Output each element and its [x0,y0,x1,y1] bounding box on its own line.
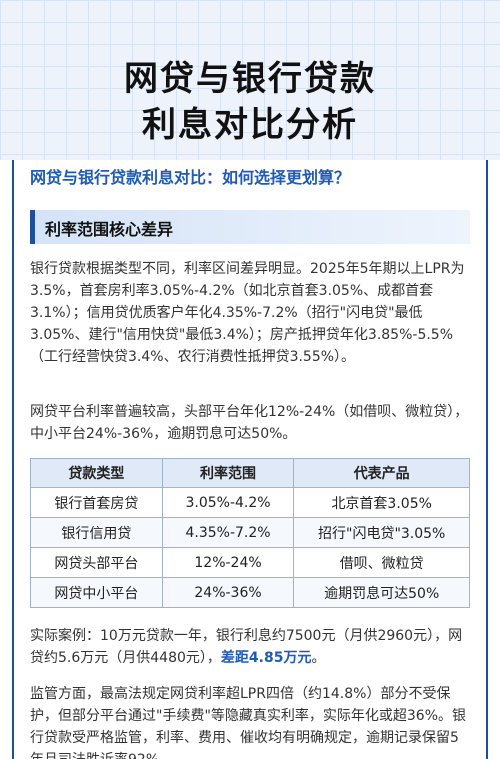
paragraph-online-rates: 网贷平台利率普遍较高，头部平台年化12%-24%（如借呗、微粒贷），中小平台24… [30,404,469,442]
page-title: 网贷与银行贷款 利息对比分析 [0,56,500,148]
table-cell: 借呗、微粒贷 [293,547,470,578]
table-cell: 银行首套房贷 [30,487,163,518]
paragraph-regulation: 监管方面，最高法规定网贷利率超LPR四倍（约14.8%）部分不受保护，但部分平台… [30,686,466,759]
table-cell: 北京首套3.05% [293,487,470,518]
title-line-1: 网贷与银行贷款 [124,59,376,99]
table-header-cell: 利率范围 [161,458,295,488]
table-cell: 24%-36% [161,577,295,608]
table-header-cell: 代表产品 [293,458,470,488]
case-study-end: 。 [311,650,326,666]
table-header-row: 贷款类型 利率范围 代表产品 [30,458,470,488]
table-row: 银行首套房贷 3.05%-4.2% 北京首套3.05% [30,487,470,518]
table-row: 网贷中小平台 24%-36% 逾期罚息可达50% [30,577,470,608]
table-cell: 12%-24% [161,547,295,578]
table-cell: 招行"闪电贷"3.05% [293,517,470,548]
case-study-text: 实际案例：10万元贷款一年，银行利息约7500元（月供2960元），网贷约5.6… [30,628,463,666]
paragraph-case-study: 实际案例：10万元贷款一年，银行利息约7500元（月供2960元），网贷约5.6… [30,625,470,669]
table-cell: 银行信用贷 [30,517,163,548]
table-cell: 网贷头部平台 [30,547,163,578]
page-subtitle: 网贷与银行贷款利息对比：如何选择更划算？ [30,168,351,187]
section-heading: 利率范围核心差异 [30,210,470,244]
table-cell: 3.05%-4.2% [161,487,295,518]
table-row: 网贷头部平台 12%-24% 借呗、微粒贷 [30,547,470,578]
title-line-2: 利息对比分析 [142,105,358,145]
paragraph-bank-rates: 银行贷款根据类型不同，利率区间差异明显。2025年5年期以上LPR为3.5%，首… [30,261,465,365]
rates-table: 贷款类型 利率范围 代表产品 银行首套房贷 3.05%-4.2% 北京首套3.0… [30,458,470,608]
table-header-cell: 贷款类型 [30,458,163,488]
table-cell: 4.35%-7.2% [161,517,295,548]
section-heading-text: 利率范围核心差异 [45,220,174,239]
table-row: 银行信用贷 4.35%-7.2% 招行"闪电贷"3.05% [30,517,470,548]
case-study-highlight: 差距4.85万元 [220,650,312,666]
header-banner [0,0,500,160]
table-cell: 网贷中小平台 [30,577,163,608]
table-cell: 逾期罚息可达50% [293,577,470,608]
